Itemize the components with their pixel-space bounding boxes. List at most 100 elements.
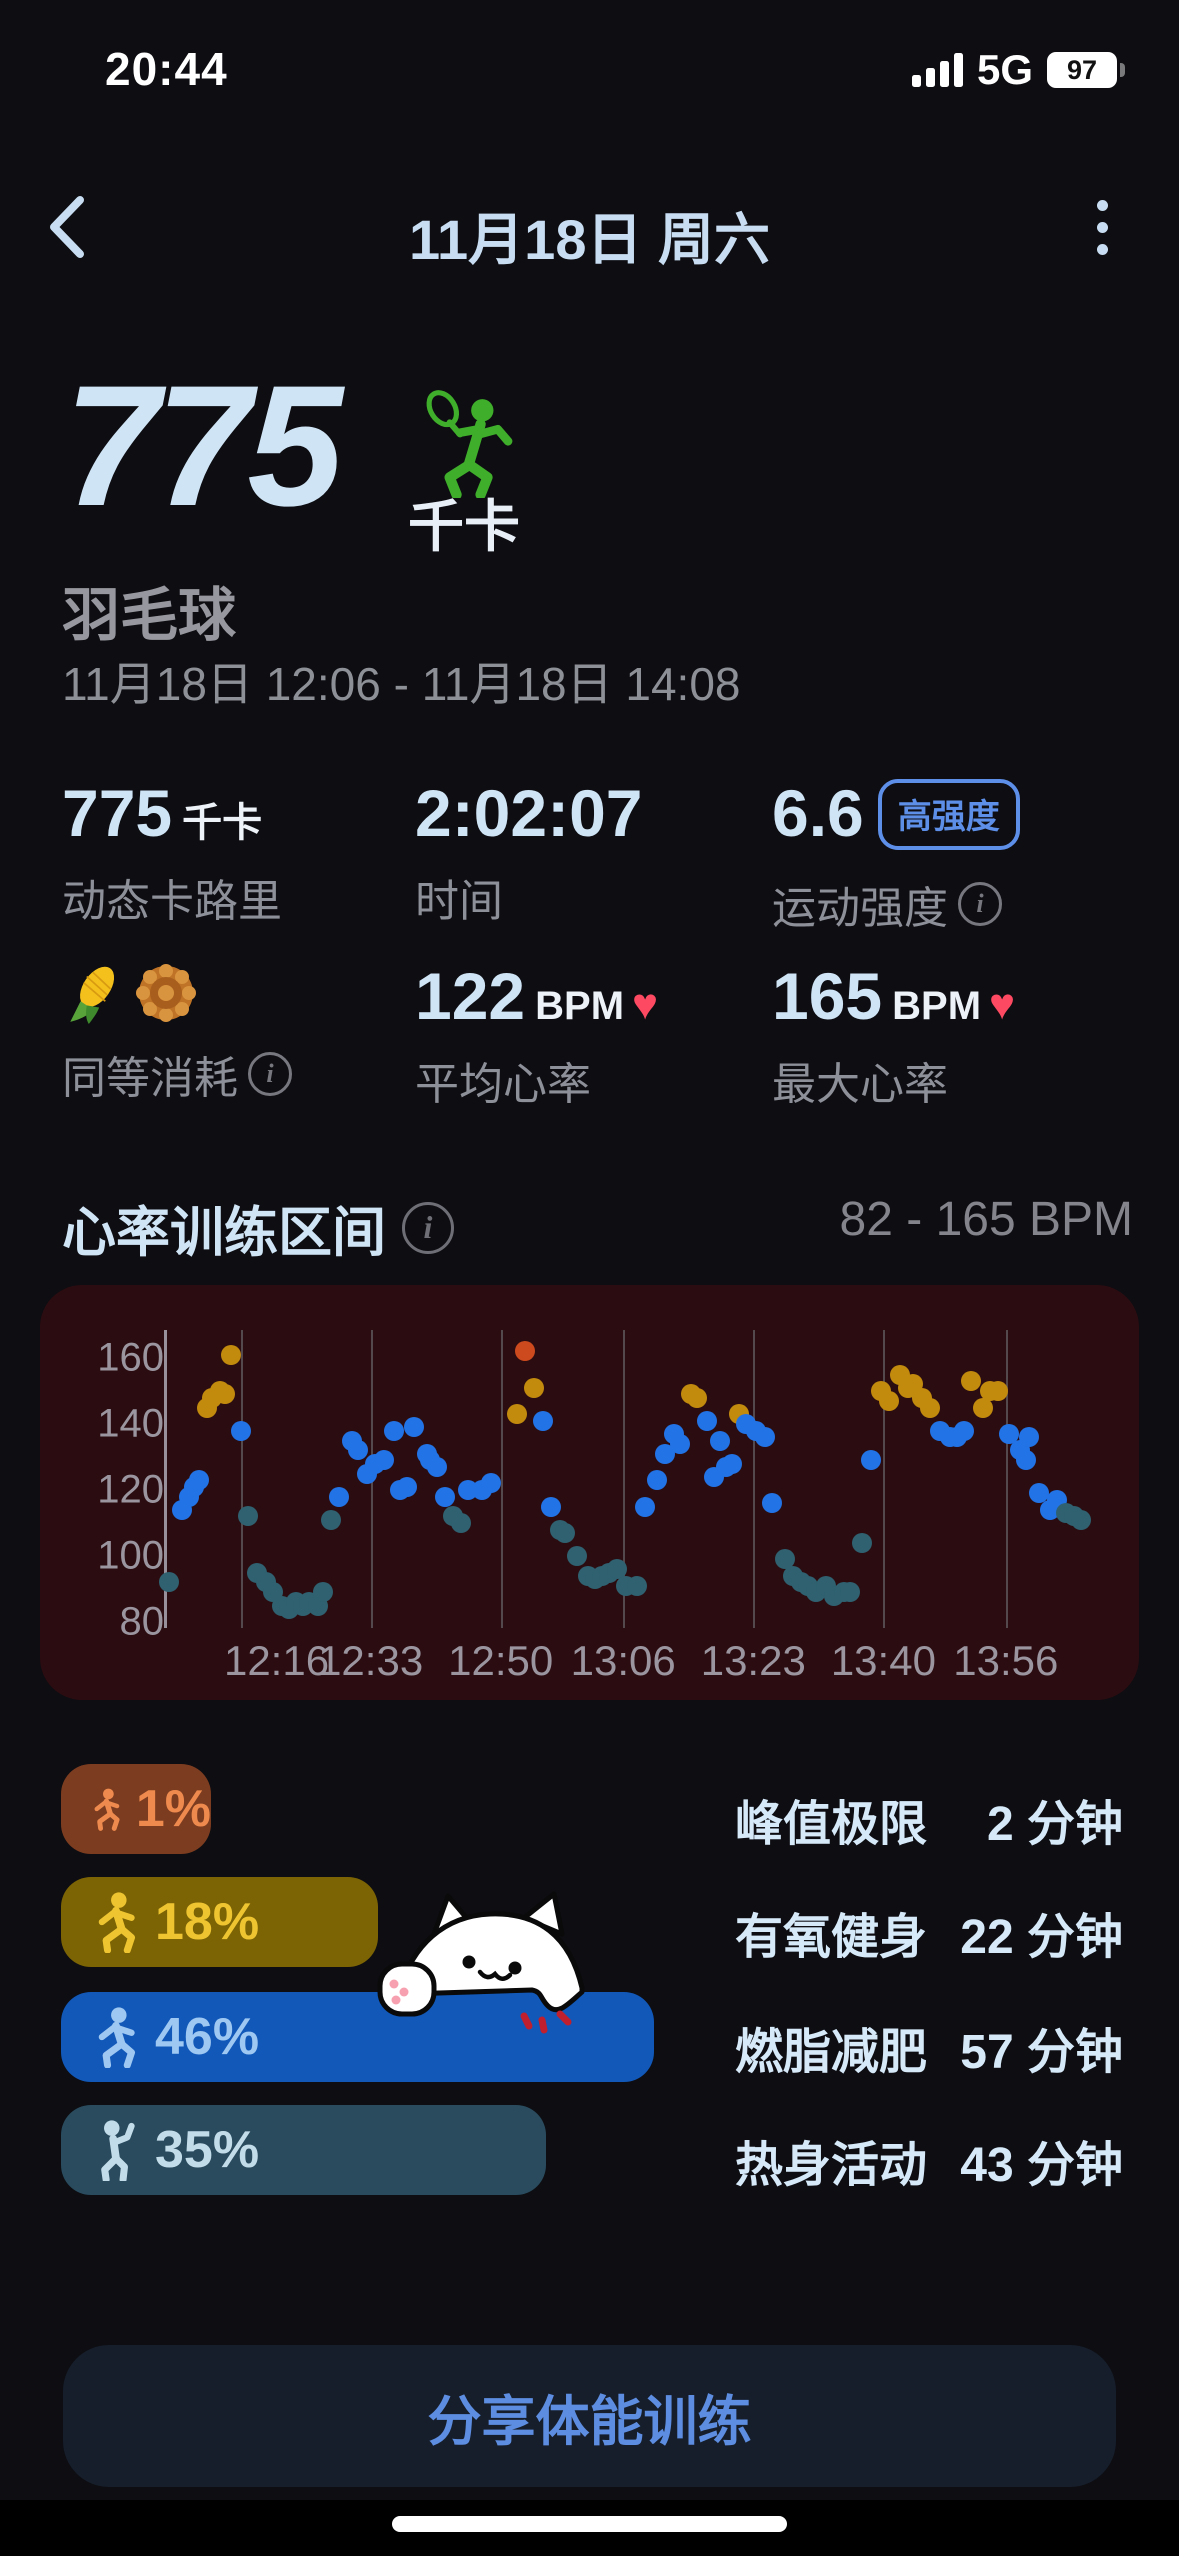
zone-percent: 1% — [135, 1780, 211, 1838]
info-icon[interactable]: i — [402, 1201, 454, 1254]
max-hr-value: 165 — [772, 959, 883, 1033]
x-axis-tick: 12:33 — [318, 1637, 424, 1684]
walker-icon — [101, 2120, 135, 2181]
gridline — [623, 1330, 626, 1628]
zone-name: 有氧健身 — [735, 1911, 928, 1964]
battery-percent: 97 — [1066, 54, 1098, 85]
duration-label: 时间 — [415, 877, 503, 926]
hr-dot — [404, 1417, 425, 1438]
hr-dot — [396, 1476, 417, 1497]
x-axis-tick: 13:23 — [700, 1637, 806, 1684]
hr-dot — [524, 1377, 545, 1398]
hr-dot — [214, 1384, 235, 1405]
share-workout-button[interactable]: 分享体能训练 — [63, 2345, 1116, 2487]
hr-dot — [878, 1390, 899, 1411]
hero-calories-unit: 千卡 — [408, 495, 520, 558]
hr-dot — [566, 1546, 587, 1566]
hr-dot — [383, 1420, 404, 1441]
zone-duration: 2 分钟 — [986, 1798, 1123, 1851]
hr-dot — [852, 1532, 872, 1553]
hr-dot — [373, 1450, 394, 1471]
zone-duration: 43 分钟 — [960, 2139, 1123, 2192]
runner-icon — [94, 1788, 120, 1831]
stat-duration: 2:02:07 时间 — [415, 775, 643, 929]
hr-dot — [313, 1582, 334, 1603]
more-menu-button[interactable] — [1077, 192, 1127, 262]
chevron-left-icon — [50, 196, 84, 258]
y-axis-tick: 160 — [97, 1335, 164, 1380]
hr-zones-title: 心率训练区间 i — [62, 1188, 454, 1267]
active-calories-unit: 千卡 — [182, 801, 263, 845]
hr-dot — [646, 1470, 667, 1491]
hr-dot — [230, 1420, 251, 1441]
x-axis-tick: 13:40 — [830, 1637, 936, 1684]
hr-dot — [696, 1410, 717, 1431]
hr-dot — [1028, 1483, 1049, 1504]
zone-name: 热身活动 — [735, 2139, 928, 2192]
hr-dot — [972, 1397, 993, 1418]
hr-dot — [329, 1486, 350, 1507]
y-axis-line — [164, 1330, 167, 1628]
gridline — [753, 1330, 756, 1628]
share-workout-label: 分享体能训练 — [427, 2391, 752, 2452]
hr-dot — [961, 1371, 982, 1392]
stat-max-hr: 165 BPM ♥ 最大心率 — [772, 958, 1015, 1112]
stat-intensity: 6.6 高强度 运动强度 i — [772, 775, 1020, 936]
gridline — [883, 1330, 886, 1628]
runner-icon — [98, 2007, 136, 2068]
duration-value: 2:02:07 — [415, 776, 643, 850]
hr-range-text: 82 - 165 BPM — [839, 1193, 1133, 1246]
hr-dot — [998, 1423, 1019, 1444]
zone-bar-0: 1% — [61, 1764, 211, 1854]
hr-dot — [721, 1453, 742, 1474]
x-axis-tick: 13:06 — [570, 1637, 676, 1684]
heart-icon: ♥ — [989, 980, 1016, 1029]
hr-dot — [158, 1572, 179, 1593]
back-button[interactable] — [40, 192, 100, 262]
hr-dot — [669, 1433, 690, 1454]
zone-name: 燃脂减肥 — [735, 2026, 928, 2079]
bongo-cat-sticker — [372, 1888, 612, 2043]
hr-dot — [189, 1470, 210, 1491]
page-title: 11月18日 周六 — [408, 208, 771, 271]
home-indicator[interactable] — [392, 2516, 787, 2532]
active-calories-label: 动态卡路里 — [62, 877, 282, 926]
zone-bar-3: 35% — [61, 2105, 546, 2195]
zone-duration: 22 分钟 — [960, 1911, 1123, 1964]
hr-dot — [1015, 1450, 1036, 1471]
hr-dot — [450, 1513, 471, 1533]
hr-dot — [607, 1559, 628, 1580]
stat-equivalent: 同等消耗 i — [62, 958, 292, 1106]
y-axis-tick: 100 — [97, 1533, 164, 1578]
hr-dot — [627, 1575, 647, 1596]
heart-icon: ♥ — [632, 980, 659, 1029]
gridline — [500, 1330, 503, 1628]
info-icon[interactable]: i — [248, 1052, 292, 1096]
intensity-label: 运动强度 i — [772, 872, 1020, 936]
hr-dot — [762, 1493, 783, 1514]
badminton-player-icon — [420, 388, 524, 503]
intensity-badge: 高强度 — [877, 779, 1020, 850]
hr-dot — [540, 1496, 561, 1517]
hr-dot — [988, 1381, 1009, 1401]
info-icon[interactable]: i — [958, 882, 1002, 926]
y-axis-tick: 120 — [97, 1467, 164, 1512]
x-axis-tick: 12:50 — [448, 1637, 554, 1684]
y-axis-tick: 80 — [119, 1599, 165, 1644]
hr-dot — [506, 1404, 527, 1425]
hr-dot — [427, 1456, 448, 1477]
hr-dot — [687, 1387, 708, 1408]
zone-bar-1: 18% — [61, 1877, 378, 1967]
hr-dot — [654, 1443, 675, 1464]
heart-rate-chart: 160 140 120 100 80 12:16 12:33 12:50 13:06 13:23 1… — [40, 1285, 1139, 1700]
runner-icon — [98, 1892, 136, 1953]
zone-duration: 57 分钟 — [960, 2026, 1123, 2079]
clock-time: 20:44 — [105, 43, 228, 95]
hr-dot — [532, 1410, 553, 1431]
hr-dot — [221, 1344, 242, 1365]
corn-icon — [70, 966, 115, 1024]
active-calories-value: 775 — [62, 776, 173, 850]
hr-dot — [434, 1486, 455, 1507]
hr-dot — [635, 1496, 656, 1517]
